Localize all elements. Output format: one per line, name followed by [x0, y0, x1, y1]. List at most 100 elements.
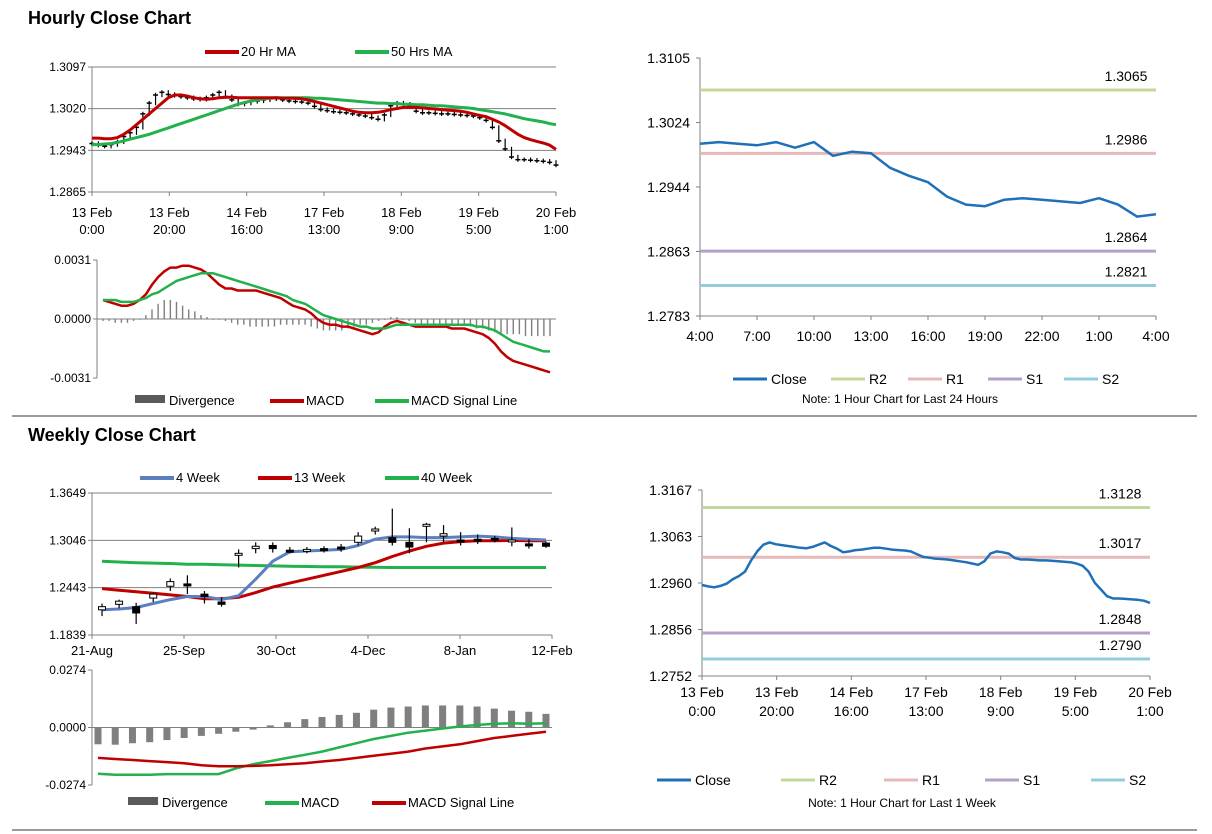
legend-40-week-label: 40 Week — [421, 470, 473, 485]
divergence-bar — [439, 319, 441, 325]
legend-close-label: Close — [771, 371, 807, 387]
divergence-bar — [200, 315, 202, 319]
y-tick-label: 1.3105 — [647, 50, 690, 66]
divergence-bar — [163, 727, 171, 741]
divergence-bar — [120, 319, 123, 323]
weekly-candle-body — [473, 538, 482, 542]
level-s2-label: 1.2821 — [1105, 264, 1148, 280]
x-tick-label: 0:00 — [79, 222, 104, 237]
x-tick-label: 13:00 — [853, 328, 888, 344]
weekly-candle-body — [507, 539, 516, 543]
x-tick-label: 20 Feb — [536, 205, 576, 220]
legend-r1-label: R1 — [922, 772, 940, 788]
macd-line — [97, 722, 547, 776]
x-tick-label: 1:00 — [1085, 328, 1112, 344]
divergence-bar — [284, 722, 292, 728]
divergence-bar — [475, 319, 478, 329]
divergence-bar — [365, 319, 368, 325]
divergence-bar — [530, 319, 533, 337]
weekly-candle-body — [371, 528, 380, 532]
x-tick-label: 12-Feb — [531, 643, 572, 658]
divergence-bar — [421, 705, 429, 728]
legend-13-week-label: 13 Week — [294, 470, 346, 485]
legend-weekly-divergence-label: Divergence — [162, 795, 228, 810]
legend-weekly-divergence-swatch — [128, 797, 158, 805]
divergence-bar — [318, 717, 326, 728]
divergence-bar — [139, 319, 141, 320]
x-tick-label: 0:00 — [688, 703, 715, 719]
weekly-candle-body — [354, 535, 363, 543]
x-tick-label: 8-Jan — [444, 643, 477, 658]
divergence-bar — [370, 709, 378, 728]
divergence-bar — [111, 727, 119, 745]
y-tick-label: -0.0031 — [50, 371, 91, 385]
divergence-bar — [126, 319, 129, 323]
weekly-candle-body — [166, 581, 175, 587]
divergence-bar — [469, 319, 472, 327]
divergence-bar — [549, 319, 551, 337]
x-tick-label: 13 Feb — [72, 205, 112, 220]
divergence-bar — [206, 317, 208, 319]
x-tick-label: 14 Feb — [226, 205, 266, 220]
divergence-bar — [404, 706, 412, 728]
divergence-bar — [94, 727, 102, 745]
level-r1-label: 1.2986 — [1105, 131, 1148, 147]
divergence-bar — [224, 319, 227, 321]
weekly-candle-body — [251, 545, 260, 550]
weekly-candle-body — [285, 549, 294, 553]
weekly-candle-body — [234, 552, 243, 556]
divergence-bar — [230, 319, 233, 323]
legend-s2-label: S2 — [1129, 772, 1146, 788]
divergence-bar — [537, 319, 539, 337]
divergence-bar — [488, 319, 490, 331]
divergence-bar — [266, 725, 274, 728]
ma20-line — [92, 93, 557, 151]
weekly-candle-body — [217, 601, 226, 605]
level-r2-label: 1.3128 — [1099, 485, 1142, 501]
divergence-bar — [232, 727, 240, 732]
y-tick-label: 1.3097 — [49, 60, 86, 74]
divergence-bar — [359, 319, 361, 325]
weekly-candle-body — [268, 544, 277, 550]
level-s1-label: 1.2848 — [1099, 611, 1142, 627]
y-tick-label: 1.2752 — [649, 668, 692, 684]
x-tick-label: 21-Aug — [71, 643, 113, 658]
x-tick-label: 19:00 — [967, 328, 1002, 344]
divergence-bar — [285, 319, 288, 325]
divergence-bar — [473, 706, 481, 728]
x-tick-label: 20:00 — [153, 222, 186, 237]
divergence-bar — [175, 301, 178, 319]
y-tick-label: 1.3024 — [647, 115, 690, 131]
weekly-candle-body — [320, 548, 328, 552]
divergence-bar — [457, 319, 459, 325]
y-tick-label: 1.3020 — [49, 102, 86, 116]
y-tick-label: 0.0274 — [49, 663, 86, 677]
level-r1-label: 1.3017 — [1099, 535, 1142, 551]
x-tick-label: 1:00 — [1136, 703, 1163, 719]
x-tick-label: 19 Feb — [458, 205, 498, 220]
weekly-candle-body — [200, 593, 209, 597]
legend-20hr-ma-label: 20 Hr MA — [241, 44, 296, 59]
divergence-bar — [432, 319, 435, 325]
ma13-line — [101, 538, 546, 601]
divergence-bar — [390, 317, 392, 319]
divergence-bar — [212, 319, 214, 320]
divergence-bar — [508, 710, 516, 728]
divergence-bar — [249, 319, 251, 327]
divergence-bar — [439, 705, 447, 728]
x-tick-label: 13 Feb — [755, 684, 799, 700]
divergence-bar — [102, 319, 104, 321]
y-tick-label: 1.1839 — [49, 628, 86, 642]
divergence-bar — [316, 319, 319, 329]
chart-note: Note: 1 Hour Chart for Last 24 Hours — [802, 392, 998, 406]
divergence-bar — [273, 319, 276, 327]
divergence-bar — [197, 727, 205, 736]
y-tick-label: 1.3063 — [649, 529, 692, 545]
divergence-bar — [352, 712, 360, 728]
x-tick-label: 13 Feb — [149, 205, 189, 220]
x-tick-label: 7:00 — [743, 328, 770, 344]
legend-weekly-macd-signal-label: MACD Signal Line — [408, 795, 514, 810]
divergence-bar — [163, 299, 165, 319]
y-tick-label: 1.2943 — [49, 143, 86, 157]
